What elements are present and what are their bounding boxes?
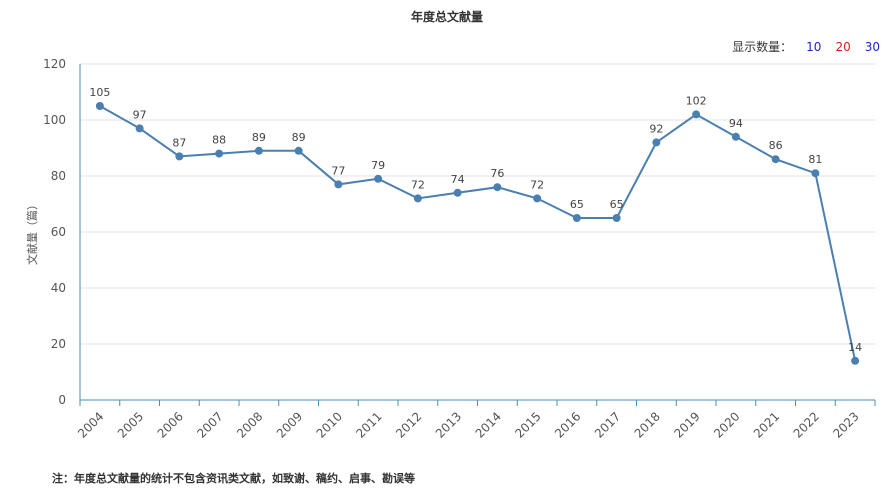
data-label: 74 (451, 173, 465, 186)
data-point (612, 214, 621, 222)
data-label: 72 (411, 178, 425, 191)
x-tick-label: 2020 (711, 409, 742, 440)
y-tick-label: 40 (51, 281, 66, 295)
x-tick-label: 2012 (393, 409, 424, 440)
x-tick-label: 2013 (433, 409, 464, 440)
data-point (374, 174, 383, 183)
y-tick-label: 60 (51, 225, 66, 239)
x-tick-label: 2011 (353, 409, 384, 440)
data-label: 76 (490, 167, 504, 180)
data-point (453, 188, 462, 197)
data-label: 65 (610, 198, 624, 211)
series-line (99, 105, 857, 362)
x-tick-label: 2008 (234, 409, 265, 440)
data-point (731, 132, 740, 141)
x-tick-label: 2017 (592, 409, 623, 440)
footnote: 注：年度总文献量的统计不包含资讯类文献，如致谢、稿约、启事、勘误等 (52, 472, 415, 485)
x-tick-label: 2022 (791, 409, 822, 440)
display-count-option-10[interactable]: 10 (806, 39, 822, 54)
data-point (851, 356, 860, 365)
x-tick-label: 2007 (194, 409, 225, 440)
data-point (294, 146, 303, 155)
display-count-selector: 显示数量： 10 20 30 (732, 38, 880, 55)
data-point (692, 110, 701, 119)
x-tick-label: 2005 (115, 409, 146, 440)
data-point (572, 214, 581, 222)
x-tick-label: 2009 (274, 409, 305, 440)
data-point (175, 152, 184, 161)
data-label: 88 (212, 134, 226, 147)
data-point (413, 194, 422, 203)
data-label: 92 (649, 122, 663, 135)
data-label: 105 (89, 86, 110, 99)
data-point (493, 183, 502, 192)
x-tick-label: 2010 (314, 409, 345, 440)
x-tick-label: 2021 (751, 409, 782, 440)
y-tick-label: 100 (43, 113, 66, 127)
chart-title: 年度总文献量 (410, 10, 483, 24)
data-point (95, 102, 104, 110)
data-label: 97 (133, 108, 147, 121)
x-tick-label: 2004 (75, 409, 106, 440)
data-point (771, 155, 780, 164)
y-tick-label: 120 (43, 57, 66, 71)
x-tick-label: 2019 (671, 409, 702, 440)
x-tick-label: 2006 (155, 409, 186, 440)
y-tick-label: 20 (51, 337, 66, 351)
x-tick-label: 2015 (512, 409, 543, 440)
data-label: 94 (729, 117, 743, 130)
data-label: 86 (769, 139, 783, 152)
y-tick-label: 0 (58, 393, 66, 407)
data-label: 87 (172, 136, 186, 149)
data-label: 102 (686, 94, 707, 107)
y-tick-label: 80 (51, 169, 66, 183)
data-label: 89 (292, 131, 306, 144)
data-label: 81 (808, 153, 822, 166)
data-label: 14 (848, 341, 862, 354)
data-point (652, 138, 661, 147)
data-label: 72 (530, 178, 544, 191)
data-label: 65 (570, 198, 584, 211)
data-label: 77 (331, 164, 345, 177)
x-tick-label: 2018 (632, 409, 663, 440)
data-point (334, 180, 343, 189)
x-tick-label: 2016 (552, 409, 583, 440)
y-axis-label: 文献量（篇） (25, 199, 39, 265)
x-tick-label: 2014 (473, 409, 504, 440)
data-point (254, 146, 263, 155)
data-label: 79 (371, 159, 385, 172)
data-point (135, 124, 144, 133)
display-count-option-30[interactable]: 30 (864, 39, 880, 54)
data-label: 89 (252, 131, 266, 144)
display-count-label: 显示数量： (732, 40, 793, 54)
data-point (811, 169, 820, 178)
data-point (215, 149, 224, 158)
data-point (533, 194, 542, 203)
x-tick-label: 2023 (830, 409, 861, 440)
display-count-option-20[interactable]: 20 (835, 39, 851, 54)
